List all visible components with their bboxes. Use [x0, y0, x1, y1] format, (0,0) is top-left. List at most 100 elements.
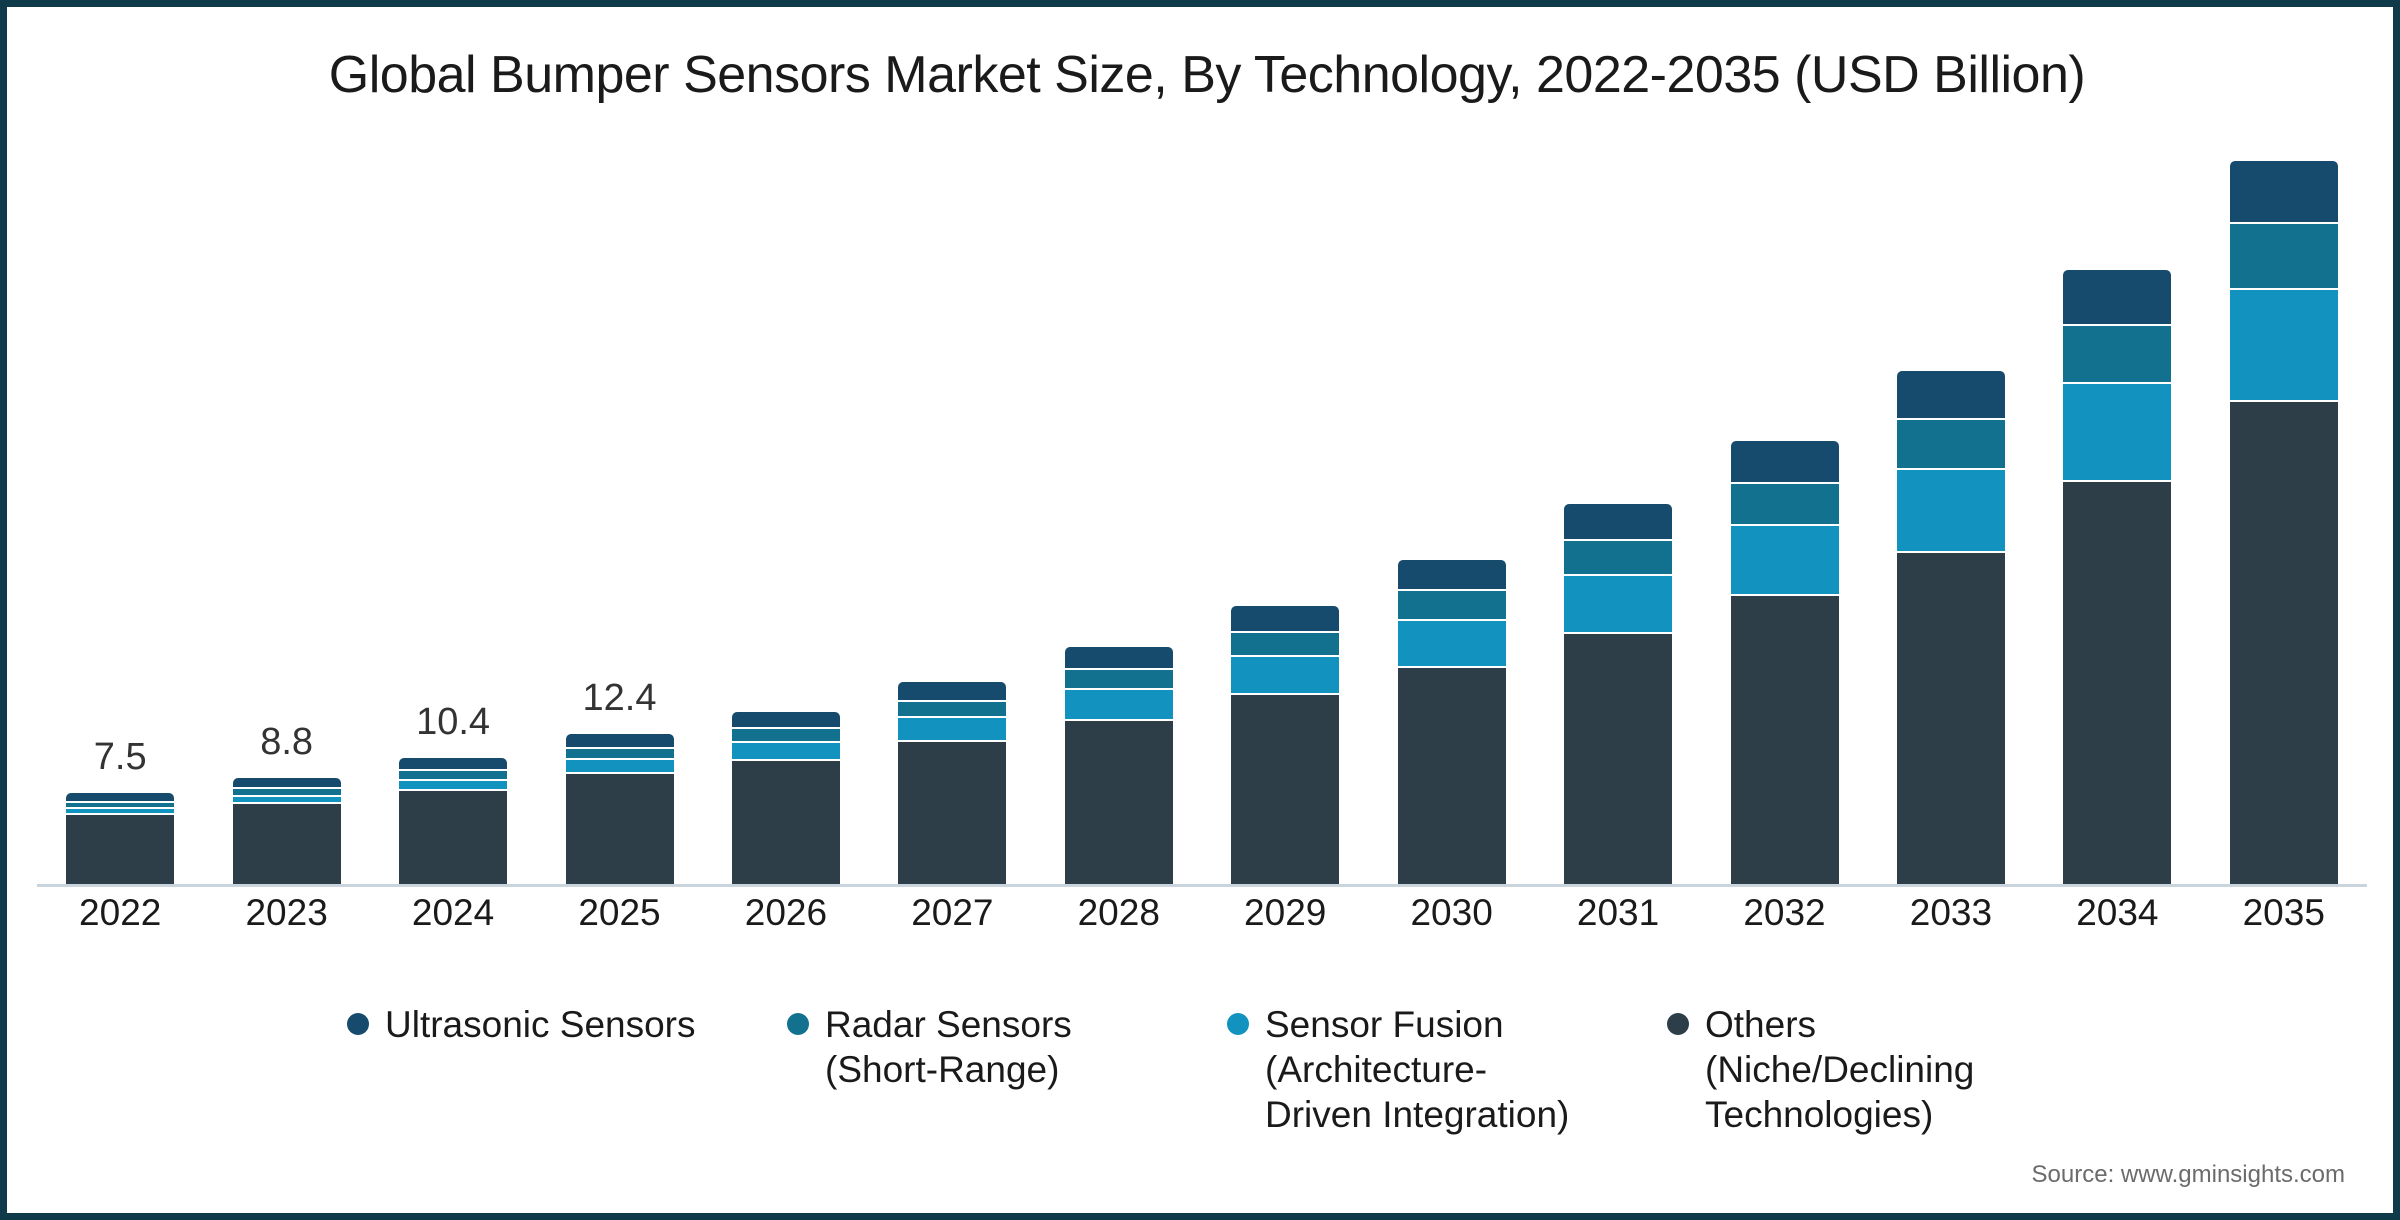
legend-item[interactable]: Sensor Fusion (Architecture- Driven Integr…	[1227, 1002, 1667, 1137]
legend-swatch-icon	[347, 1013, 369, 1035]
bar-segment[interactable]	[1564, 574, 1673, 633]
bar-segment[interactable]	[1730, 524, 1839, 595]
bar-segment[interactable]	[399, 788, 508, 884]
bar-segment[interactable]	[731, 759, 840, 884]
bar-group[interactable]	[2063, 269, 2172, 884]
legend-item[interactable]: Others (Niche/Declining Technologies)	[1667, 1002, 2107, 1137]
bar-segment[interactable]	[1397, 665, 1506, 884]
bar-segment[interactable]	[232, 802, 341, 884]
bar-segment[interactable]	[1730, 441, 1839, 482]
bar-segment[interactable]	[1064, 718, 1173, 884]
x-axis-tick-2034: 2034	[2076, 892, 2159, 933]
bar-data-label: 7.5	[93, 736, 147, 779]
bar-segment[interactable]	[66, 812, 175, 884]
bar-segment[interactable]	[1397, 618, 1506, 666]
x-axis-tick-2028: 2028	[1077, 892, 1160, 933]
bar-group[interactable]	[1231, 605, 1340, 884]
bar-group[interactable]	[1730, 441, 1839, 884]
bar-segment[interactable]	[399, 768, 508, 779]
bar-group[interactable]: 7.5	[66, 736, 175, 884]
bar-segment[interactable]	[1064, 688, 1173, 719]
x-axis-tick-2032: 2032	[1743, 892, 1826, 933]
legend-swatch-icon	[1667, 1013, 1689, 1035]
bar-segment[interactable]	[66, 807, 175, 813]
bar-segment[interactable]	[1564, 632, 1673, 884]
bar-segment[interactable]	[1896, 551, 2005, 884]
legend-item-label: Sensor Fusion (Architecture- Driven Integr…	[1265, 1004, 1570, 1136]
bar-segment[interactable]	[399, 778, 508, 789]
x-axis-tick-2030: 2030	[1410, 892, 1493, 933]
bar-segment[interactable]	[2063, 479, 2172, 884]
bar-group[interactable]	[1064, 646, 1173, 884]
bar-segment[interactable]	[66, 800, 175, 808]
bar-segment[interactable]	[2063, 323, 2172, 382]
chart-legend: Ultrasonic Sensors Radar Sensors (Short-Ra…	[347, 1002, 2247, 1137]
x-axis-tick-2029: 2029	[1244, 892, 1327, 933]
bar-group[interactable]	[1896, 371, 2005, 884]
bar-segment[interactable]	[1896, 371, 2005, 419]
x-axis-tick-2035: 2035	[2242, 892, 2325, 933]
bar-group[interactable]	[731, 712, 840, 884]
bar-group[interactable]	[898, 682, 1007, 884]
bar-group[interactable]: 8.8	[232, 721, 341, 884]
bar-segment[interactable]	[1564, 504, 1673, 539]
bar-data-label: 12.4	[582, 677, 657, 719]
legend-item[interactable]: Radar Sensors (Short-Range)	[787, 1002, 1227, 1092]
bar-segment[interactable]	[232, 794, 341, 802]
bar-segment[interactable]	[898, 699, 1007, 717]
x-axis-tick-labels: 2022 2023 2024 2025 2026 2027 2028 2029 2030 2031…	[37, 892, 2367, 952]
bar-segment[interactable]	[565, 772, 674, 884]
bar-group[interactable]	[1397, 559, 1506, 884]
bar-segment[interactable]	[1064, 646, 1173, 668]
legend-item-label: Others (Niche/Declining Technologies)	[1705, 1004, 1975, 1136]
bar-segment[interactable]	[232, 786, 341, 795]
bar-segment[interactable]	[1064, 667, 1173, 689]
bar-segment[interactable]	[232, 777, 341, 787]
bar-segment[interactable]	[2063, 382, 2172, 480]
bar-segment[interactable]	[1231, 605, 1340, 631]
bar-data-label: 8.8	[260, 720, 314, 763]
bar-segment[interactable]	[1896, 418, 2005, 468]
x-axis-tick-2031: 2031	[1576, 892, 1660, 933]
bar-segment[interactable]	[2063, 269, 2172, 324]
page-title: Global Bumper Sensors Market Size, By Te…	[328, 46, 2086, 104]
bar-group[interactable]: 10.4	[399, 701, 508, 884]
bar-group[interactable]: 12.4	[565, 677, 674, 884]
bar-segment[interactable]	[565, 734, 674, 747]
bar-segment[interactable]	[565, 758, 674, 773]
bar-segment[interactable]	[399, 758, 508, 769]
bar-segment[interactable]	[731, 727, 840, 741]
bar-segment[interactable]	[2229, 400, 2338, 884]
x-axis-tick-2026: 2026	[744, 892, 828, 933]
x-axis-tick-2027: 2027	[911, 892, 994, 933]
x-axis-line	[37, 884, 2367, 887]
bar-segment[interactable]	[1231, 630, 1340, 656]
bar-segment[interactable]	[1564, 538, 1673, 575]
legend-item-label: Ultrasonic Sensors	[385, 1004, 696, 1045]
bar-segment[interactable]	[2229, 287, 2338, 401]
bar-segment[interactable]	[1231, 655, 1340, 694]
bar-segment[interactable]	[898, 682, 1007, 700]
bar-segment[interactable]	[1730, 594, 1839, 884]
bar-segment[interactable]	[1896, 467, 2005, 552]
bar-segment[interactable]	[66, 793, 175, 801]
bar-segment[interactable]	[1397, 588, 1506, 619]
bar-segment[interactable]	[2229, 160, 2338, 223]
legend-item[interactable]: Ultrasonic Sensors	[347, 1002, 787, 1047]
bar-segment[interactable]	[565, 746, 674, 759]
bar-segment[interactable]	[731, 740, 840, 760]
legend-swatch-icon	[1227, 1013, 1249, 1035]
x-axis-tick-2022: 2022	[79, 892, 162, 933]
plot-area: 7.5 8.8 10.4 12.4	[37, 137, 2367, 887]
bar-segment[interactable]	[1231, 693, 1340, 884]
bar-segment[interactable]	[731, 712, 840, 727]
bar-group[interactable]	[2229, 160, 2338, 884]
bar-segment[interactable]	[2229, 222, 2338, 288]
bar-segment[interactable]	[898, 716, 1007, 741]
bar-group[interactable]	[1564, 504, 1673, 884]
bar-segment[interactable]	[1397, 559, 1506, 589]
bar-segment[interactable]	[898, 740, 1007, 884]
bar-data-label: 10.4	[416, 701, 491, 744]
legend-item-label: Radar Sensors (Short-Range)	[825, 1004, 1072, 1091]
bar-segment[interactable]	[1730, 481, 1839, 525]
